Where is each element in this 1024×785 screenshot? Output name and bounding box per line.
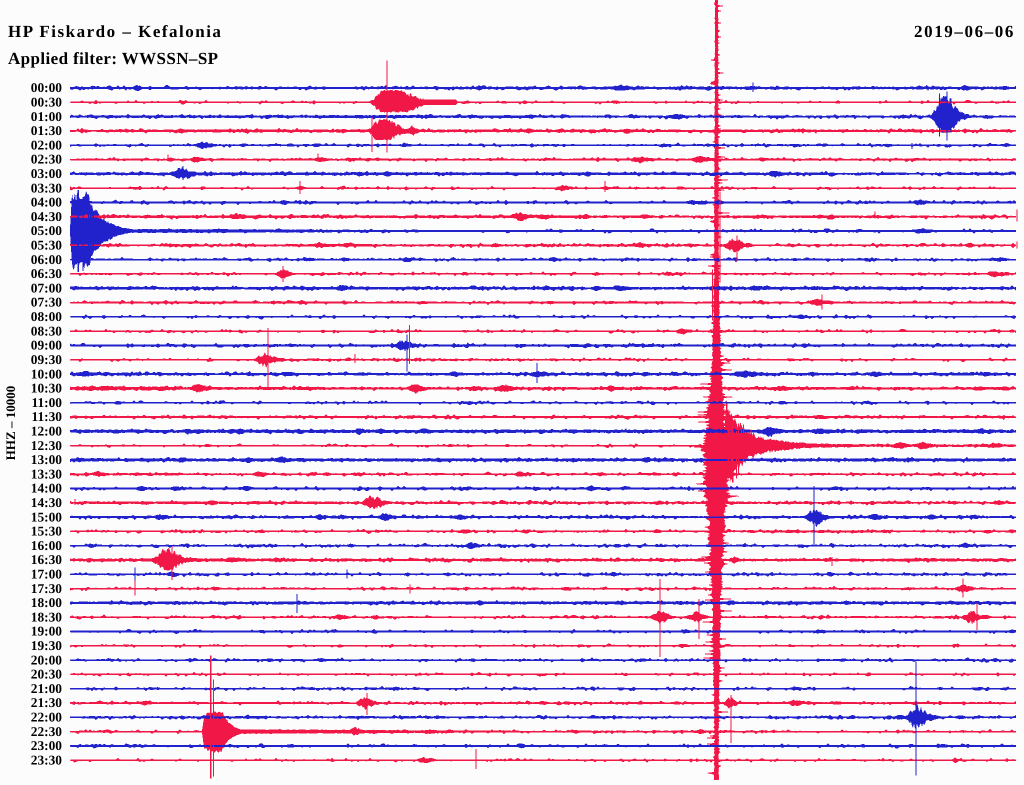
svg-text:05:00: 05:00 (31, 223, 63, 238)
svg-text:18:30: 18:30 (31, 609, 63, 624)
svg-text:2019–06–06: 2019–06–06 (914, 22, 1015, 41)
svg-text:02:30: 02:30 (31, 152, 63, 167)
svg-text:01:30: 01:30 (31, 123, 63, 138)
svg-text:00:30: 00:30 (31, 95, 63, 110)
svg-text:03:00: 03:00 (31, 166, 63, 181)
svg-text:Applied filter: WWSSN–SP: Applied filter: WWSSN–SP (8, 49, 218, 68)
svg-text:09:30: 09:30 (31, 352, 63, 367)
svg-text:06:00: 06:00 (31, 252, 63, 267)
svg-text:HP Fiskardo – Kefalonia: HP Fiskardo – Kefalonia (8, 22, 222, 41)
svg-text:16:30: 16:30 (31, 552, 63, 567)
svg-text:05:30: 05:30 (31, 238, 63, 253)
svg-text:06:30: 06:30 (31, 266, 63, 281)
svg-text:17:30: 17:30 (31, 581, 63, 596)
svg-text:HHZ – 10000: HHZ – 10000 (3, 386, 18, 460)
svg-text:23:30: 23:30 (31, 752, 63, 767)
svg-text:22:30: 22:30 (31, 724, 63, 739)
svg-text:21:00: 21:00 (31, 681, 63, 696)
svg-text:15:00: 15:00 (31, 509, 63, 524)
svg-text:07:00: 07:00 (31, 280, 63, 295)
svg-text:19:30: 19:30 (31, 638, 63, 653)
svg-text:17:00: 17:00 (31, 567, 63, 582)
svg-text:14:30: 14:30 (31, 495, 63, 510)
svg-text:10:30: 10:30 (31, 381, 63, 396)
svg-text:04:30: 04:30 (31, 209, 63, 224)
svg-text:01:00: 01:00 (31, 109, 63, 124)
svg-text:18:00: 18:00 (31, 595, 63, 610)
svg-text:04:00: 04:00 (31, 195, 63, 210)
svg-text:08:30: 08:30 (31, 323, 63, 338)
svg-text:14:00: 14:00 (31, 481, 63, 496)
svg-text:13:30: 13:30 (31, 466, 63, 481)
svg-text:23:00: 23:00 (31, 738, 63, 753)
svg-text:22:00: 22:00 (31, 710, 63, 725)
svg-text:07:30: 07:30 (31, 295, 63, 310)
svg-text:03:30: 03:30 (31, 180, 63, 195)
svg-text:21:30: 21:30 (31, 695, 63, 710)
svg-text:09:00: 09:00 (31, 338, 63, 353)
svg-text:10:00: 10:00 (31, 366, 63, 381)
svg-text:20:30: 20:30 (31, 667, 63, 682)
svg-text:12:30: 12:30 (31, 438, 63, 453)
svg-text:11:30: 11:30 (31, 409, 62, 424)
svg-text:00:00: 00:00 (31, 80, 63, 95)
svg-text:16:00: 16:00 (31, 538, 63, 553)
svg-text:20:00: 20:00 (31, 652, 63, 667)
svg-text:13:00: 13:00 (31, 452, 63, 467)
svg-text:15:30: 15:30 (31, 524, 63, 539)
svg-text:02:00: 02:00 (31, 137, 63, 152)
svg-text:08:00: 08:00 (31, 309, 63, 324)
svg-text:19:00: 19:00 (31, 624, 63, 639)
svg-text:11:00: 11:00 (31, 395, 62, 410)
svg-text:12:00: 12:00 (31, 424, 63, 439)
